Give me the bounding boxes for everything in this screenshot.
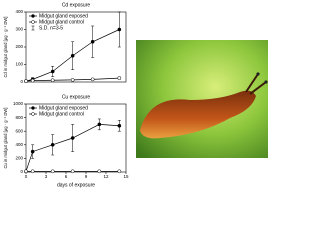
photo (136, 40, 268, 158)
legend-label: Midgut gland control (39, 19, 84, 25)
data-point (117, 27, 122, 32)
chart-title: Cd exposure (62, 2, 91, 8)
x-tick-label: 3 (45, 174, 48, 179)
data-point (30, 149, 35, 154)
data-point (97, 122, 102, 127)
legend-marker (31, 112, 35, 116)
data-point (90, 39, 95, 44)
y-tick-label: 200 (15, 156, 23, 161)
y-tick-label: 200 (15, 44, 23, 49)
data-point (30, 78, 35, 83)
x-tick-label: 6 (65, 174, 68, 179)
x-tick-label: 0 (25, 174, 28, 179)
legend-error-bar (31, 25, 35, 31)
data-point (50, 78, 55, 83)
data-point (97, 169, 102, 174)
legend-label: Midgut gland exposed (39, 105, 88, 111)
y-tick-label: 400 (15, 142, 23, 147)
data-point (117, 76, 122, 81)
y-tick-label: 600 (15, 128, 23, 133)
chart-title: Cu exposure (62, 94, 91, 100)
y-tick-label: 1000 (13, 101, 24, 106)
data-point (70, 169, 75, 174)
x-axis-label: days of exposure (57, 182, 95, 188)
data-point (90, 77, 95, 82)
series-line (25, 124, 120, 172)
data-point (117, 123, 122, 128)
y-axis-label: Cu in midgut gland [µg · g⁻¹ DW] (3, 108, 8, 169)
data-point (50, 69, 55, 74)
data-point (117, 169, 122, 174)
y-tick-label: 100 (15, 62, 23, 67)
y-tick-label: 800 (15, 115, 23, 120)
legend-label: Midgut gland control (39, 111, 84, 117)
data-point (70, 53, 75, 58)
plot-frame (25, 103, 127, 173)
legend-marker (31, 14, 35, 18)
data-point (30, 169, 35, 174)
y-tick-label: 0 (20, 79, 23, 84)
legend-marker (31, 20, 35, 24)
y-tick-label: 300 (15, 27, 23, 32)
data-point (70, 136, 75, 140)
y-axis-label: Cd in midgut gland [µg · g⁻¹ DW] (3, 17, 8, 78)
figure: Cd exposure Cd in midgut gland [µg · g⁻¹ … (3, 2, 268, 188)
x-tick-label: 15 (123, 174, 129, 179)
x-tick-label: 9 (85, 174, 88, 179)
legend-label: S.D. n=3-5 (39, 25, 63, 31)
x-tick-label: 12 (103, 174, 109, 179)
data-point (50, 169, 55, 174)
legend-label: Midgut gland exposed (39, 13, 88, 19)
data-point (50, 142, 55, 147)
y-tick-label: 400 (15, 9, 23, 14)
legend-marker (31, 106, 35, 110)
y-tick-label: 0 (20, 169, 23, 174)
data-point (24, 79, 28, 83)
data-point (70, 78, 75, 82)
data-point (24, 169, 28, 174)
